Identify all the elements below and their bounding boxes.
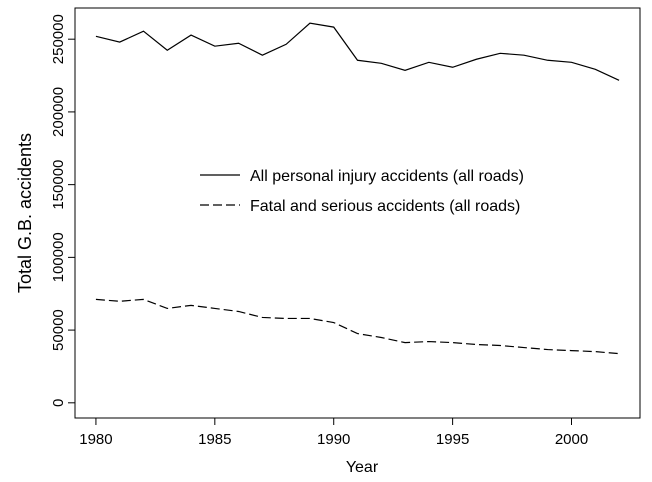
series-line — [95, 298, 620, 355]
x-tick-label: 1980 — [79, 431, 112, 448]
y-tick-label: 100000 — [50, 232, 67, 282]
plot-frame — [74, 7, 641, 419]
y-axis-title: Total G.B. accidents — [15, 133, 35, 293]
y-tick-label: 150000 — [50, 160, 67, 210]
y-tick-label: 50000 — [50, 309, 67, 351]
legend-label: Fatal and serious accidents (all roads) — [250, 198, 520, 215]
x-tick-label: 1985 — [198, 431, 231, 448]
y-tick-label: 200000 — [50, 87, 67, 137]
x-tick-label: 2000 — [555, 431, 588, 448]
legend-label: All personal injury accidents (all roads… — [250, 168, 524, 185]
x-tick-label: 1990 — [317, 431, 350, 448]
x-tick-label: 1995 — [436, 431, 469, 448]
series-line — [95, 22, 620, 81]
y-tick-label: 0 — [50, 399, 67, 407]
x-axis-title: Year — [346, 459, 379, 476]
y-tick-label: 250000 — [50, 14, 67, 64]
